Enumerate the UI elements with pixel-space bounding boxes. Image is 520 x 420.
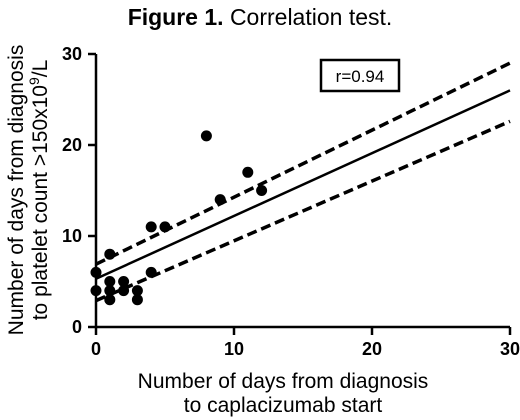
data-point xyxy=(145,266,157,278)
data-point xyxy=(118,285,130,297)
data-point xyxy=(104,248,116,260)
y-axis-label-exponent: 9 xyxy=(26,77,42,85)
confidence-band-lower xyxy=(95,119,511,303)
chart-title: Figure 1. Correlation test. xyxy=(0,4,520,31)
data-point xyxy=(90,266,102,278)
data-point xyxy=(104,294,116,306)
data-point xyxy=(131,294,143,306)
data-point xyxy=(104,276,116,287)
x-tick-label: 20 xyxy=(362,339,382,359)
y-axis-label-line-2: to platelet count >150x109/L xyxy=(26,60,52,321)
data-point xyxy=(159,221,171,233)
y-axis-label-line-1: Number of days from diagnosis xyxy=(5,45,28,336)
y-tick-label: 20 xyxy=(62,135,82,155)
y-tick-label: 0 xyxy=(72,317,82,337)
data-point xyxy=(200,130,212,142)
y-axis-label-base: to platelet count >150x10 xyxy=(29,85,52,320)
y-tick-label: 30 xyxy=(62,44,82,64)
data-point xyxy=(104,285,116,297)
data-point xyxy=(145,221,157,233)
regression-line xyxy=(95,89,511,280)
x-axis-label-line-2: to caplacizumab start xyxy=(184,394,383,417)
x-tick-label: 10 xyxy=(224,339,244,359)
x-axis-label-line-1: Number of days from diagnosis xyxy=(138,370,429,393)
x-tick-label: 30 xyxy=(500,339,520,359)
data-point xyxy=(118,276,130,287)
data-point xyxy=(242,166,254,178)
y-tick-label: 10 xyxy=(62,226,82,246)
correlation-annotation: r=0.94 xyxy=(319,58,401,93)
y-axis-label-unit: /L xyxy=(29,60,52,78)
figure-label: Figure 1. xyxy=(127,4,224,30)
confidence-band-upper xyxy=(95,61,511,266)
plot-area: 0 10 20 30 0 10 20 30 xyxy=(62,44,520,359)
data-point xyxy=(131,285,143,297)
data-point xyxy=(90,285,102,297)
x-tick-label: 0 xyxy=(91,339,101,359)
annotation-box xyxy=(319,58,401,93)
figure-title-text: Correlation test. xyxy=(229,4,393,30)
data-point xyxy=(214,194,226,206)
data-point xyxy=(256,185,268,196)
annotation-text: r=0.94 xyxy=(336,67,385,86)
